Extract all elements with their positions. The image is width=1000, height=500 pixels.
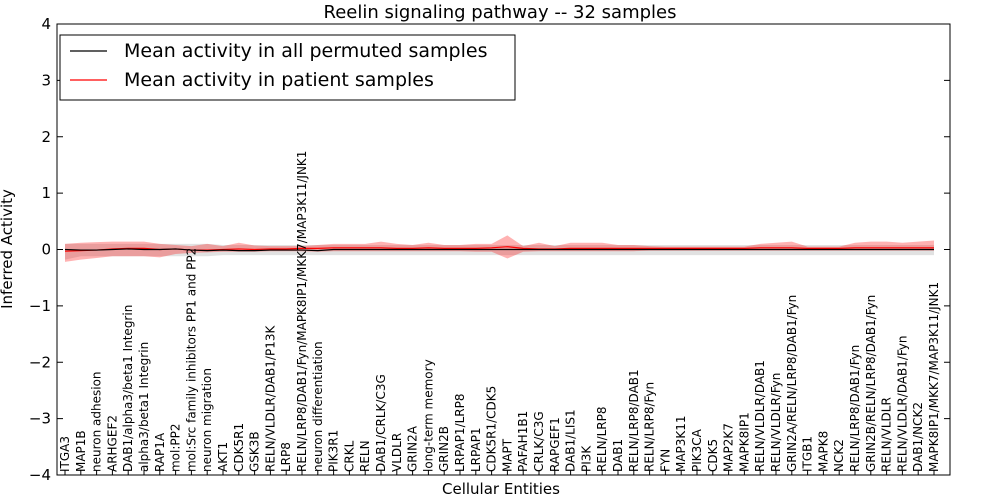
y-axis-label: Inferred Activity	[0, 189, 16, 309]
category-label: MAP2K7	[722, 423, 736, 472]
category-label: RELN/LRP8	[595, 406, 609, 472]
category-label: long-term memory	[421, 359, 435, 472]
plot-frame	[56, 23, 951, 476]
category-label: ITGB1	[801, 436, 815, 472]
category-label: DAB1/LIS1	[564, 409, 578, 472]
category-label: RELN/LRP8/DAB1/Fyn/MAPK8IP1/MKK7/MAP3K11…	[295, 151, 309, 472]
category-label: MAPK8	[816, 431, 830, 472]
category-label: CDK5	[706, 439, 720, 472]
category-label: DAB1/CRLK/C3G	[374, 374, 388, 472]
y-axis: −4 −3 −2 −1 0 1 2 3 4	[29, 15, 950, 484]
category-label: RELN/LRP8/DAB1/Fyn	[848, 345, 862, 472]
category-label: RELN/LRP8/DAB1	[627, 369, 641, 472]
category-label: neuron migration	[200, 368, 214, 472]
y-tick-label: −3	[29, 410, 51, 428]
category-label: CRKL	[342, 440, 356, 472]
y-tick-label: −1	[29, 297, 51, 315]
category-label: GRIN2B	[437, 426, 451, 472]
category-label: AKT1	[216, 442, 230, 472]
category-label: mol:PP2	[169, 423, 183, 472]
category-label: RELN/VLDLR/DAB1	[753, 360, 767, 472]
y-tick-label: 3	[41, 71, 51, 89]
category-label: DAB1	[611, 439, 625, 472]
y-tick-label: −2	[29, 353, 51, 371]
chart-title: Reelin signaling pathway -- 32 samples	[324, 2, 677, 23]
category-label: RELN/VLDLR/DAB1/Fyn	[895, 336, 909, 472]
legend-label-patient: Mean activity in patient samples	[124, 69, 434, 91]
category-label: LRPAP1/LRP8	[453, 393, 467, 472]
category-label: MAPK8IP1	[737, 412, 751, 472]
category-label: mol:Src family inhibitors PP1 and PP2	[184, 248, 198, 472]
series-lines	[64, 246, 934, 252]
category-label: RAPGEF1	[548, 417, 562, 472]
category-label: RELN/LRP8/Fyn	[643, 382, 657, 472]
y-tick-label: 1	[41, 184, 51, 202]
category-label: NCK2	[832, 439, 846, 472]
category-label: RAP1A	[153, 432, 167, 472]
category-label: neuron differentiation	[311, 341, 325, 472]
series-line-permuted	[64, 248, 934, 252]
y-tick-label: 4	[41, 15, 51, 33]
x-axis-label: Cellular Entities	[442, 480, 560, 498]
category-label: PIK3CA	[690, 428, 704, 472]
category-label: MAPK8IP1/MKK7/MAP3K11/JNK1	[927, 282, 941, 472]
category-label: RELN/VLDLR/DAB1/P13K	[263, 325, 277, 472]
category-label: FYN	[658, 449, 672, 472]
category-label: DAB1/alpha3/beta1 Integrin	[121, 305, 135, 472]
y-tick-label: 2	[41, 128, 51, 146]
legend-box	[59, 34, 516, 101]
category-label: GRIN2A	[406, 425, 420, 472]
category-label: RELN/VLDLR/Fyn	[769, 373, 783, 472]
category-label: VLDLR	[390, 433, 404, 472]
category-label: MAPT	[500, 438, 514, 472]
y-tick-label: 0	[41, 241, 51, 259]
category-label: PIK3R1	[327, 430, 341, 472]
category-label: neuron adhesion	[90, 371, 104, 472]
category-label: PAFAH1B1	[516, 411, 530, 472]
category-label: MAP3K11	[674, 415, 688, 472]
category-label: LRP8	[279, 442, 293, 472]
category-label: RELN	[358, 440, 372, 472]
category-labels: ITGA3 MAP1B neuron adhesion ARHGEF2 DAB1/alp…	[58, 151, 941, 475]
category-label: DAB1/NCK2	[911, 402, 925, 472]
category-label: GRIN2B/RELN/LRP8/DAB1/Fyn	[864, 295, 878, 472]
category-label: GRIN2A/RELN/LRP8/DAB1/Fyn	[785, 295, 799, 472]
category-label: CDK5R1	[232, 423, 246, 472]
category-label: ARHGEF2	[105, 415, 119, 472]
legend: Mean activity in all permuted samples Me…	[59, 34, 516, 101]
category-label: PI3K	[579, 445, 593, 472]
category-label: ITGA3	[58, 436, 72, 472]
category-label: LRPAP1	[469, 427, 483, 472]
category-label: RELN/VLDLR	[880, 397, 894, 472]
category-label: CRLK/C3G	[532, 411, 546, 472]
category-label: MAP1B	[74, 430, 88, 472]
y-tick-label: −4	[29, 466, 51, 484]
category-label: alpha3/beta1 Integrin	[137, 342, 151, 472]
category-label: CDK5R1/CDK5	[485, 386, 499, 472]
category-label: GSK3B	[248, 431, 262, 472]
band-patient	[65, 235, 934, 262]
legend-label-permuted: Mean activity in all permuted samples	[124, 40, 487, 62]
